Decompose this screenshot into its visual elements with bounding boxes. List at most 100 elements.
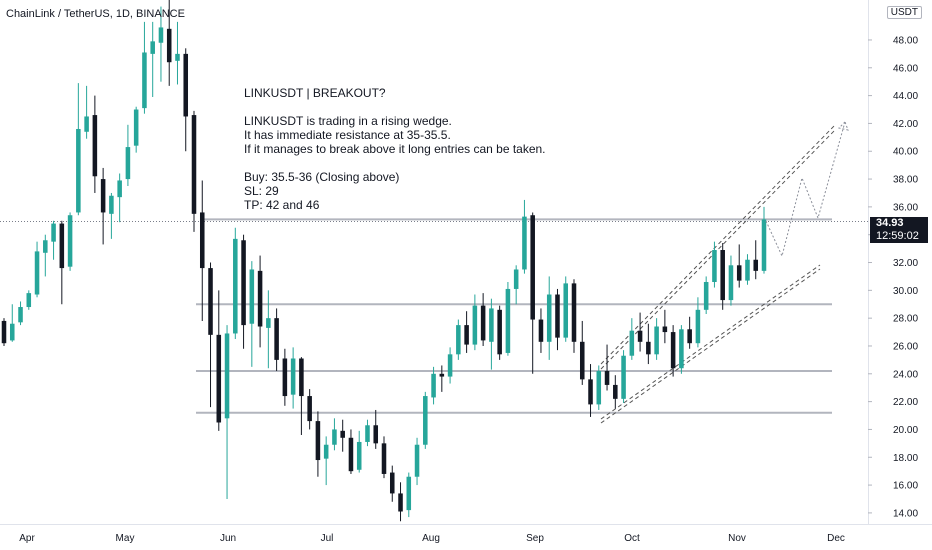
candle <box>67 212 73 271</box>
candle-body <box>224 333 230 419</box>
y-tick-label: 18.00 <box>893 453 918 464</box>
candle <box>274 308 279 372</box>
x-tick-label: May <box>116 533 135 544</box>
candle-body <box>43 240 48 253</box>
candle-body <box>199 212 205 269</box>
candle-body <box>307 396 312 422</box>
candle <box>233 227 238 340</box>
candle-body <box>472 305 478 345</box>
candle-body <box>158 27 164 43</box>
candle-body <box>257 270 263 327</box>
candle <box>728 255 734 306</box>
annotation-text: LINKUSDT | BREAKOUT? LINKUSDT is trading… <box>244 86 546 212</box>
candle <box>621 350 626 404</box>
annotation-line: TP: 42 and 46 <box>244 198 320 212</box>
projection-path <box>765 121 846 258</box>
candle <box>464 311 469 353</box>
y-tick-label: 22.00 <box>893 397 918 408</box>
candle <box>406 472 412 518</box>
candle <box>76 83 81 216</box>
candle-body <box>563 283 569 338</box>
candle-body <box>464 325 469 345</box>
candle-body <box>670 332 676 369</box>
candle-body <box>133 109 139 146</box>
candle-body <box>555 294 560 338</box>
candle-body <box>538 319 544 342</box>
candle-body <box>166 28 172 63</box>
x-tick-label: Apr <box>19 533 35 544</box>
candle <box>389 465 395 502</box>
candle-body <box>142 52 147 109</box>
candle-body <box>406 476 412 511</box>
last-price: 34.93 <box>876 217 904 229</box>
candle-body <box>695 309 701 344</box>
candle-body <box>613 384 618 399</box>
candle <box>522 199 527 274</box>
candle-body <box>456 325 461 355</box>
candle <box>546 276 552 360</box>
candle-body <box>745 259 750 281</box>
annotation-line: Buy: 35.5-36 (Closing above) <box>244 170 400 184</box>
candle-body <box>365 425 370 442</box>
y-tick-label: 38.00 <box>893 175 918 186</box>
candle <box>555 288 560 351</box>
candle <box>563 276 569 342</box>
annotation-line: If it manages to break above it long ent… <box>244 142 546 156</box>
candle-body <box>579 341 585 380</box>
candle-body <box>761 219 767 271</box>
candle-body <box>59 223 65 269</box>
candle <box>604 344 610 391</box>
candle <box>216 290 222 431</box>
candle-body <box>679 329 684 369</box>
candle-body <box>191 115 197 214</box>
candle <box>1 318 7 346</box>
candle <box>59 220 65 305</box>
candle <box>348 429 354 474</box>
candle <box>117 173 122 223</box>
candle-body <box>489 308 494 342</box>
candle <box>18 301 23 326</box>
candle <box>199 180 205 321</box>
candle <box>654 318 659 360</box>
candle <box>381 436 387 479</box>
candle-body <box>646 341 651 355</box>
candle <box>736 244 742 288</box>
candle-body <box>100 179 106 213</box>
y-tick-label: 40.00 <box>893 147 918 158</box>
candle-body <box>662 326 668 333</box>
candle <box>109 192 114 239</box>
candle <box>538 308 544 353</box>
candle-body <box>480 305 486 341</box>
candle <box>662 309 668 344</box>
candle <box>629 318 635 360</box>
candle <box>51 220 56 260</box>
candle-body <box>216 334 222 423</box>
candle-body <box>522 216 527 270</box>
time-axis <box>0 524 932 550</box>
candle <box>745 254 750 285</box>
candle-body <box>389 472 395 494</box>
candle <box>224 325 230 499</box>
candle-body <box>604 371 610 385</box>
candle <box>613 375 618 409</box>
candle-body <box>51 223 56 242</box>
candle <box>43 234 48 277</box>
candle <box>753 240 759 280</box>
candle-body <box>356 441 362 470</box>
currency-label[interactable]: USDT <box>886 6 922 19</box>
candle-body <box>208 268 213 335</box>
candle <box>365 419 370 447</box>
candle <box>282 348 288 406</box>
candle <box>596 365 602 410</box>
candle <box>150 21 155 97</box>
annotation-line: LINKUSDT | BREAKOUT? <box>244 86 386 100</box>
candle <box>9 304 15 342</box>
candle <box>720 243 725 310</box>
x-tick-label: Jul <box>321 533 334 544</box>
bar-countdown: 12:59:02 <box>876 230 919 242</box>
candle-body <box>431 373 436 398</box>
wedge-lower-line <box>600 268 821 424</box>
candle <box>257 255 263 348</box>
